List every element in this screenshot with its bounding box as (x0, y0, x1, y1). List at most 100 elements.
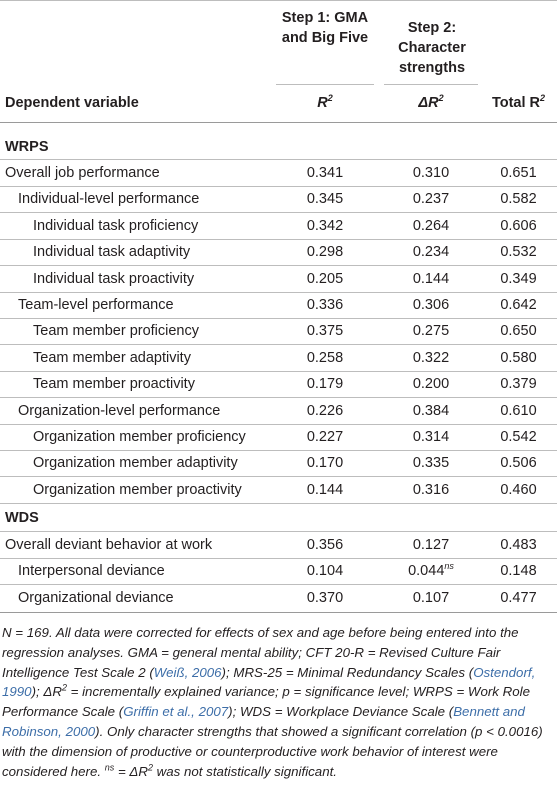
row-label: Team member adaptivity (33, 349, 191, 366)
table-row: Organization-level performance 0.226 0.384… (0, 399, 557, 425)
row-label: Individual task proactivity (33, 270, 195, 287)
header-total-r2-text: Total R (491, 95, 541, 111)
row-label: Team member proficiency (33, 323, 199, 340)
table-row: Organization member adaptivity 0.170 0.335… (0, 451, 557, 477)
cell-delta-r2-value: 0.384 (412, 402, 450, 419)
cell-total-r2-value: 0.580 (500, 349, 537, 366)
footnote-text: ); MRS-25 = Minimal Redundancy Scales ( (221, 664, 474, 680)
cell-r2-value: 0.375 (306, 323, 344, 340)
cell-total-r2-value: 0.650 (500, 323, 537, 340)
cell-r2-value: 0.370 (306, 589, 344, 606)
cell-r2-value: 0.345 (306, 191, 344, 208)
cell-r2: 0.345 (275, 189, 375, 209)
row-label: Individual task adaptivity (33, 244, 191, 261)
cell-r2: 0.370 (275, 588, 375, 608)
cell-delta-r2-value: 0.200 (412, 376, 450, 393)
table-row: Organizational deviance 0.370 0.107 0.477 (0, 586, 557, 612)
cell-r2: 0.258 (275, 348, 375, 368)
citation-link[interactable]: Bennett and Robinson, 2000 (2, 704, 525, 739)
citation-link[interactable]: Weiß, 2006 (153, 664, 222, 680)
header-step2-rule (384, 84, 478, 85)
cell-delta-r2-value: 0.234 (412, 244, 450, 261)
cell-total-r2-value: 0.460 (500, 481, 537, 498)
cell-r2: 0.342 (275, 216, 375, 236)
row-rule (0, 265, 557, 267)
row-rule (0, 476, 557, 478)
cell-delta-r2: 0.316 (385, 480, 477, 500)
cell-r2: 0.298 (275, 242, 375, 262)
footnote-sup: 2 (61, 682, 67, 693)
cell-total-r2-value: 0.506 (500, 455, 537, 472)
footnote-text: ); ΔR (31, 684, 62, 700)
cell-delta-r2: 0.322 (385, 348, 477, 368)
header-rule (0, 122, 557, 123)
row-label: Interpersonal deviance (18, 563, 165, 580)
row-label: Overall job performance (5, 165, 160, 181)
cell-delta-r2-value: 0.044 (408, 563, 445, 580)
cell-delta-r2: 0.314 (385, 427, 477, 447)
cell-total-r2-value: 0.349 (500, 270, 537, 287)
header-delta-r2-text: ΔR (418, 95, 439, 111)
cell-r2-value: 0.356 (306, 537, 344, 553)
cell-total-r2: 0.651 (480, 163, 557, 183)
row-label: Individual-level performance (18, 191, 200, 208)
row-rule (0, 584, 557, 586)
row-rule (0, 502, 557, 504)
cell-total-r2-value: 0.651 (500, 165, 537, 181)
footnote-text: ); WDS = Workplace Deviance Scale ( (228, 704, 454, 720)
cell-total-r2-value: 0.606 (500, 217, 537, 234)
section-title-wrps: WRPS (5, 139, 49, 155)
table-footnote: N = 169. All data were corrected for eff… (2, 623, 554, 781)
cell-total-r2: 0.483 (480, 535, 557, 555)
footnote-text: N = 169. All data were corrected for eff… (2, 625, 519, 680)
cell-delta-r2: 0.144 (385, 269, 477, 289)
row-rule (0, 212, 557, 214)
cell-r2-value: 0.342 (306, 217, 344, 234)
row-label: Organization member proficiency (33, 429, 246, 445)
cell-r2: 0.226 (275, 401, 375, 421)
top-rule (0, 0, 557, 1)
table-row: Overall job performance 0.341 0.310 0.651 (0, 161, 557, 187)
cell-delta-r2: 0.107 (385, 588, 477, 608)
header-r2-sup: 2 (327, 93, 333, 104)
cell-delta-r2: 0.310 (385, 163, 477, 183)
cell-total-r2: 0.580 (480, 348, 557, 368)
cell-total-r2: 0.542 (480, 427, 557, 447)
cell-total-r2: 0.650 (480, 321, 557, 341)
footnote-sup: 2 (147, 762, 153, 773)
cell-total-r2: 0.582 (480, 189, 557, 209)
cell-r2: 0.336 (275, 295, 375, 315)
row-label: Team-level performance (18, 297, 174, 313)
cell-total-r2-value: 0.542 (500, 429, 537, 445)
cell-total-r2: 0.148 (480, 561, 557, 581)
cell-delta-r2-value: 0.335 (412, 455, 450, 472)
cell-total-r2-value: 0.483 (500, 537, 537, 553)
row-label: Individual task proficiency (33, 217, 199, 234)
cell-r2-value: 0.205 (306, 270, 344, 287)
citation-link[interactable]: Griffin et al., 2007 (123, 704, 229, 720)
cell-r2: 0.104 (275, 561, 375, 581)
citation-link[interactable]: Ostendorf, 1990 (2, 664, 536, 700)
cell-r2-value: 0.226 (306, 402, 344, 419)
cell-r2: 0.179 (275, 374, 375, 394)
cell-r2-value: 0.227 (306, 429, 344, 445)
cell-total-r2: 0.606 (480, 216, 557, 236)
cell-total-r2: 0.477 (480, 588, 557, 608)
cell-delta-r2: 0.306 (385, 295, 477, 315)
row-label: Organization member proactivity (33, 481, 242, 498)
cell-r2-value: 0.170 (306, 455, 344, 472)
cell-delta-r2: 0.200 (385, 374, 477, 394)
row-rule (0, 186, 557, 187)
cell-total-r2: 0.610 (480, 401, 557, 421)
cell-r2-value: 0.144 (306, 481, 344, 498)
cell-delta-r2: 0.234 (385, 242, 477, 262)
table-row: Organization member proficiency 0.227 0.31… (0, 425, 557, 451)
cell-r2-value: 0.179 (306, 376, 344, 393)
header-dependent-variable: Dependent variable (5, 95, 139, 111)
cell-r2: 0.205 (275, 269, 375, 289)
table-row: Overall deviant behavior at work 0.356 0.1… (0, 533, 557, 559)
cell-r2: 0.144 (275, 480, 375, 500)
cell-delta-r2-value: 0.237 (412, 191, 450, 208)
table-row: Individual task adaptivity 0.298 0.234 0.53… (0, 240, 557, 266)
row-label: Organizational deviance (18, 589, 174, 606)
